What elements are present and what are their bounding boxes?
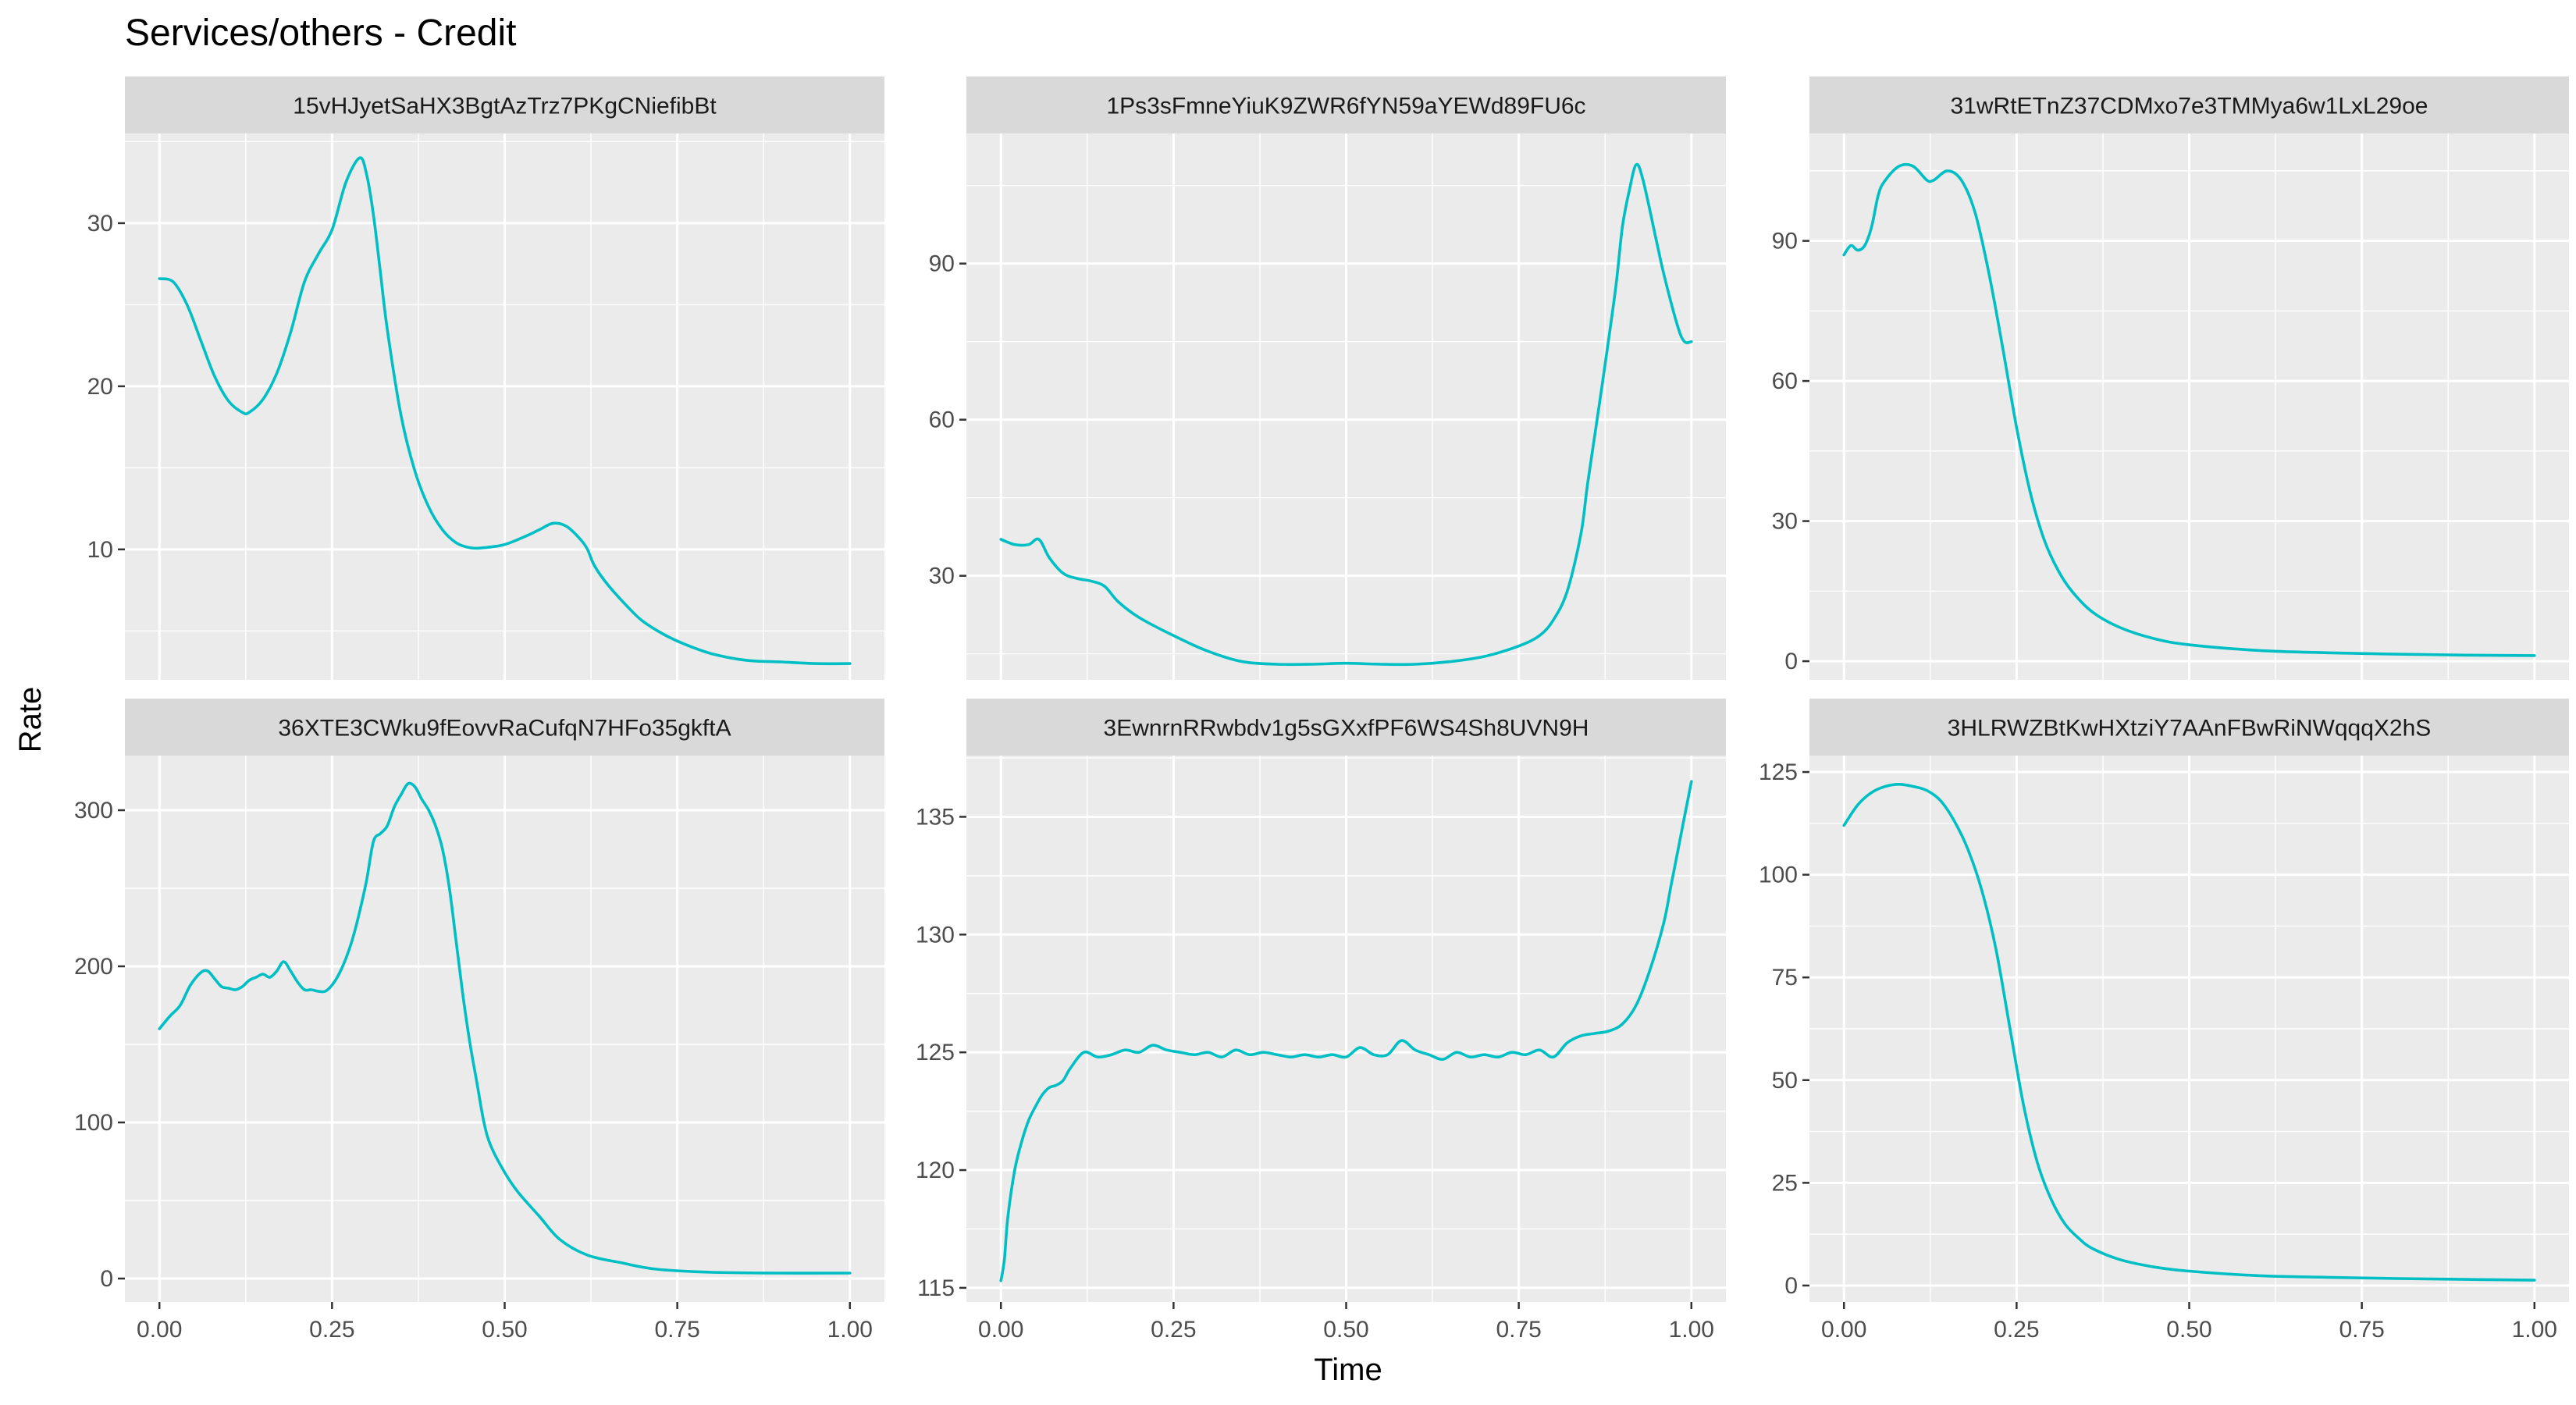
facet-strip xyxy=(1809,699,2569,756)
y-tick-label: 90 xyxy=(1772,229,1798,254)
facet-strip-label: 3EwnrnRRwbdv1g5sGXxfPF6WS4Sh8UVN9H xyxy=(1104,716,1589,742)
y-tick-label: 30 xyxy=(87,211,113,237)
series-line xyxy=(999,162,1693,667)
y-tick-label: 75 xyxy=(1772,965,1798,991)
facet-panel: 3HLRWZBtKwHXtziY7AAnFBwRiNWqqqX2hS 0 25 50 7… xyxy=(1759,699,2569,1343)
y-tick-label: 60 xyxy=(1772,368,1798,394)
x-axis-title: Time xyxy=(1314,1353,1382,1387)
y-tick-label: 30 xyxy=(929,564,955,589)
y-tick-label: 200 xyxy=(74,954,113,980)
facet-panel: 15vHJyetSaHX3BgtAzTrz7PKgCNiefibBt 10 20 30 xyxy=(87,76,884,680)
series-line xyxy=(1842,783,2536,1282)
x-tick-label: 0.50 xyxy=(482,1317,527,1343)
facet-strip-label: 36XTE3CWku9fEovvRaCufqN7HFo35gkftA xyxy=(278,716,731,742)
y-tick-label: 30 xyxy=(1772,509,1798,535)
y-tick-label: 130 xyxy=(916,922,955,948)
facet-strip xyxy=(966,699,1726,756)
y-axis-title: Rate xyxy=(13,687,48,753)
x-tick-label: 1.00 xyxy=(1669,1317,1714,1343)
y-tick-label: 300 xyxy=(74,798,113,823)
x-tick-label: 0.75 xyxy=(654,1317,699,1343)
y-tick-label: 10 xyxy=(87,537,113,563)
x-tick-label: 0.25 xyxy=(1151,1317,1196,1343)
y-tick-label: 125 xyxy=(1759,759,1798,785)
facet-strip-label: 1Ps3sFmneYiuK9ZWR6fYN59aYEWd89FU6c xyxy=(1106,94,1585,119)
y-tick-label: 100 xyxy=(1759,863,1798,888)
y-tick-label: 25 xyxy=(1772,1170,1798,1196)
y-tick-label: 0 xyxy=(1784,649,1798,674)
y-tick-label: 125 xyxy=(916,1040,955,1065)
facet-panel: 36XTE3CWku9fEovvRaCufqN7HFo35gkftA 0 100 20… xyxy=(74,699,884,1343)
x-tick-label: 0.00 xyxy=(137,1317,182,1343)
series-line xyxy=(1842,162,2536,657)
x-tick-label: 0.50 xyxy=(1323,1317,1368,1343)
chart-title: Services/others - Credit xyxy=(125,12,517,54)
x-tick-label: 0.00 xyxy=(978,1317,1023,1343)
facet-strip-label: 31wRtETnZ37CDMxo7e3TMMya6w1LxL29oe xyxy=(1951,94,2428,119)
facet-panels: 15vHJyetSaHX3BgtAzTrz7PKgCNiefibBt 10 20 30… xyxy=(74,76,2569,1343)
series-line xyxy=(999,780,1693,1282)
facet-strip xyxy=(966,76,1726,133)
x-tick-label: 1.00 xyxy=(827,1317,873,1343)
y-tick-label: 100 xyxy=(74,1110,113,1136)
x-tick-label: 0.50 xyxy=(2166,1317,2211,1343)
facet-strip-label: 15vHJyetSaHX3BgtAzTrz7PKgCNiefibBt xyxy=(293,94,717,119)
y-tick-label: 90 xyxy=(929,251,955,277)
y-tick-label: 0 xyxy=(100,1266,113,1292)
series-line xyxy=(158,156,852,666)
y-tick-label: 0 xyxy=(1784,1273,1798,1299)
x-tick-label: 1.00 xyxy=(2512,1317,2557,1343)
x-tick-label: 0.25 xyxy=(309,1317,354,1343)
y-tick-label: 60 xyxy=(929,407,955,433)
series-line xyxy=(158,781,852,1275)
y-tick-label: 135 xyxy=(916,804,955,830)
x-tick-label: 0.75 xyxy=(1496,1317,1541,1343)
facet-strip xyxy=(1809,76,2569,133)
y-tick-label: 115 xyxy=(917,1275,955,1301)
x-tick-label: 0.00 xyxy=(1821,1317,1866,1343)
facet-strip xyxy=(125,76,884,133)
facet-panel: 3EwnrnRRwbdv1g5sGXxfPF6WS4Sh8UVN9H 115 120… xyxy=(916,699,1726,1343)
y-tick-label: 120 xyxy=(916,1158,955,1183)
y-tick-label: 20 xyxy=(87,374,113,400)
facet-strip xyxy=(125,699,884,756)
facet-panel: 1Ps3sFmneYiuK9ZWR6fYN59aYEWd89FU6c 30 60 90 xyxy=(929,76,1726,680)
y-tick-label: 50 xyxy=(1772,1068,1798,1094)
x-tick-label: 0.75 xyxy=(2339,1317,2384,1343)
facet-strip-label: 3HLRWZBtKwHXtziY7AAnFBwRiNWqqqX2hS xyxy=(1948,716,2432,742)
x-tick-label: 0.25 xyxy=(1994,1317,2039,1343)
facet-panel: 31wRtETnZ37CDMxo7e3TMMya6w1LxL29oe 0 30 60 9… xyxy=(1772,76,2569,680)
